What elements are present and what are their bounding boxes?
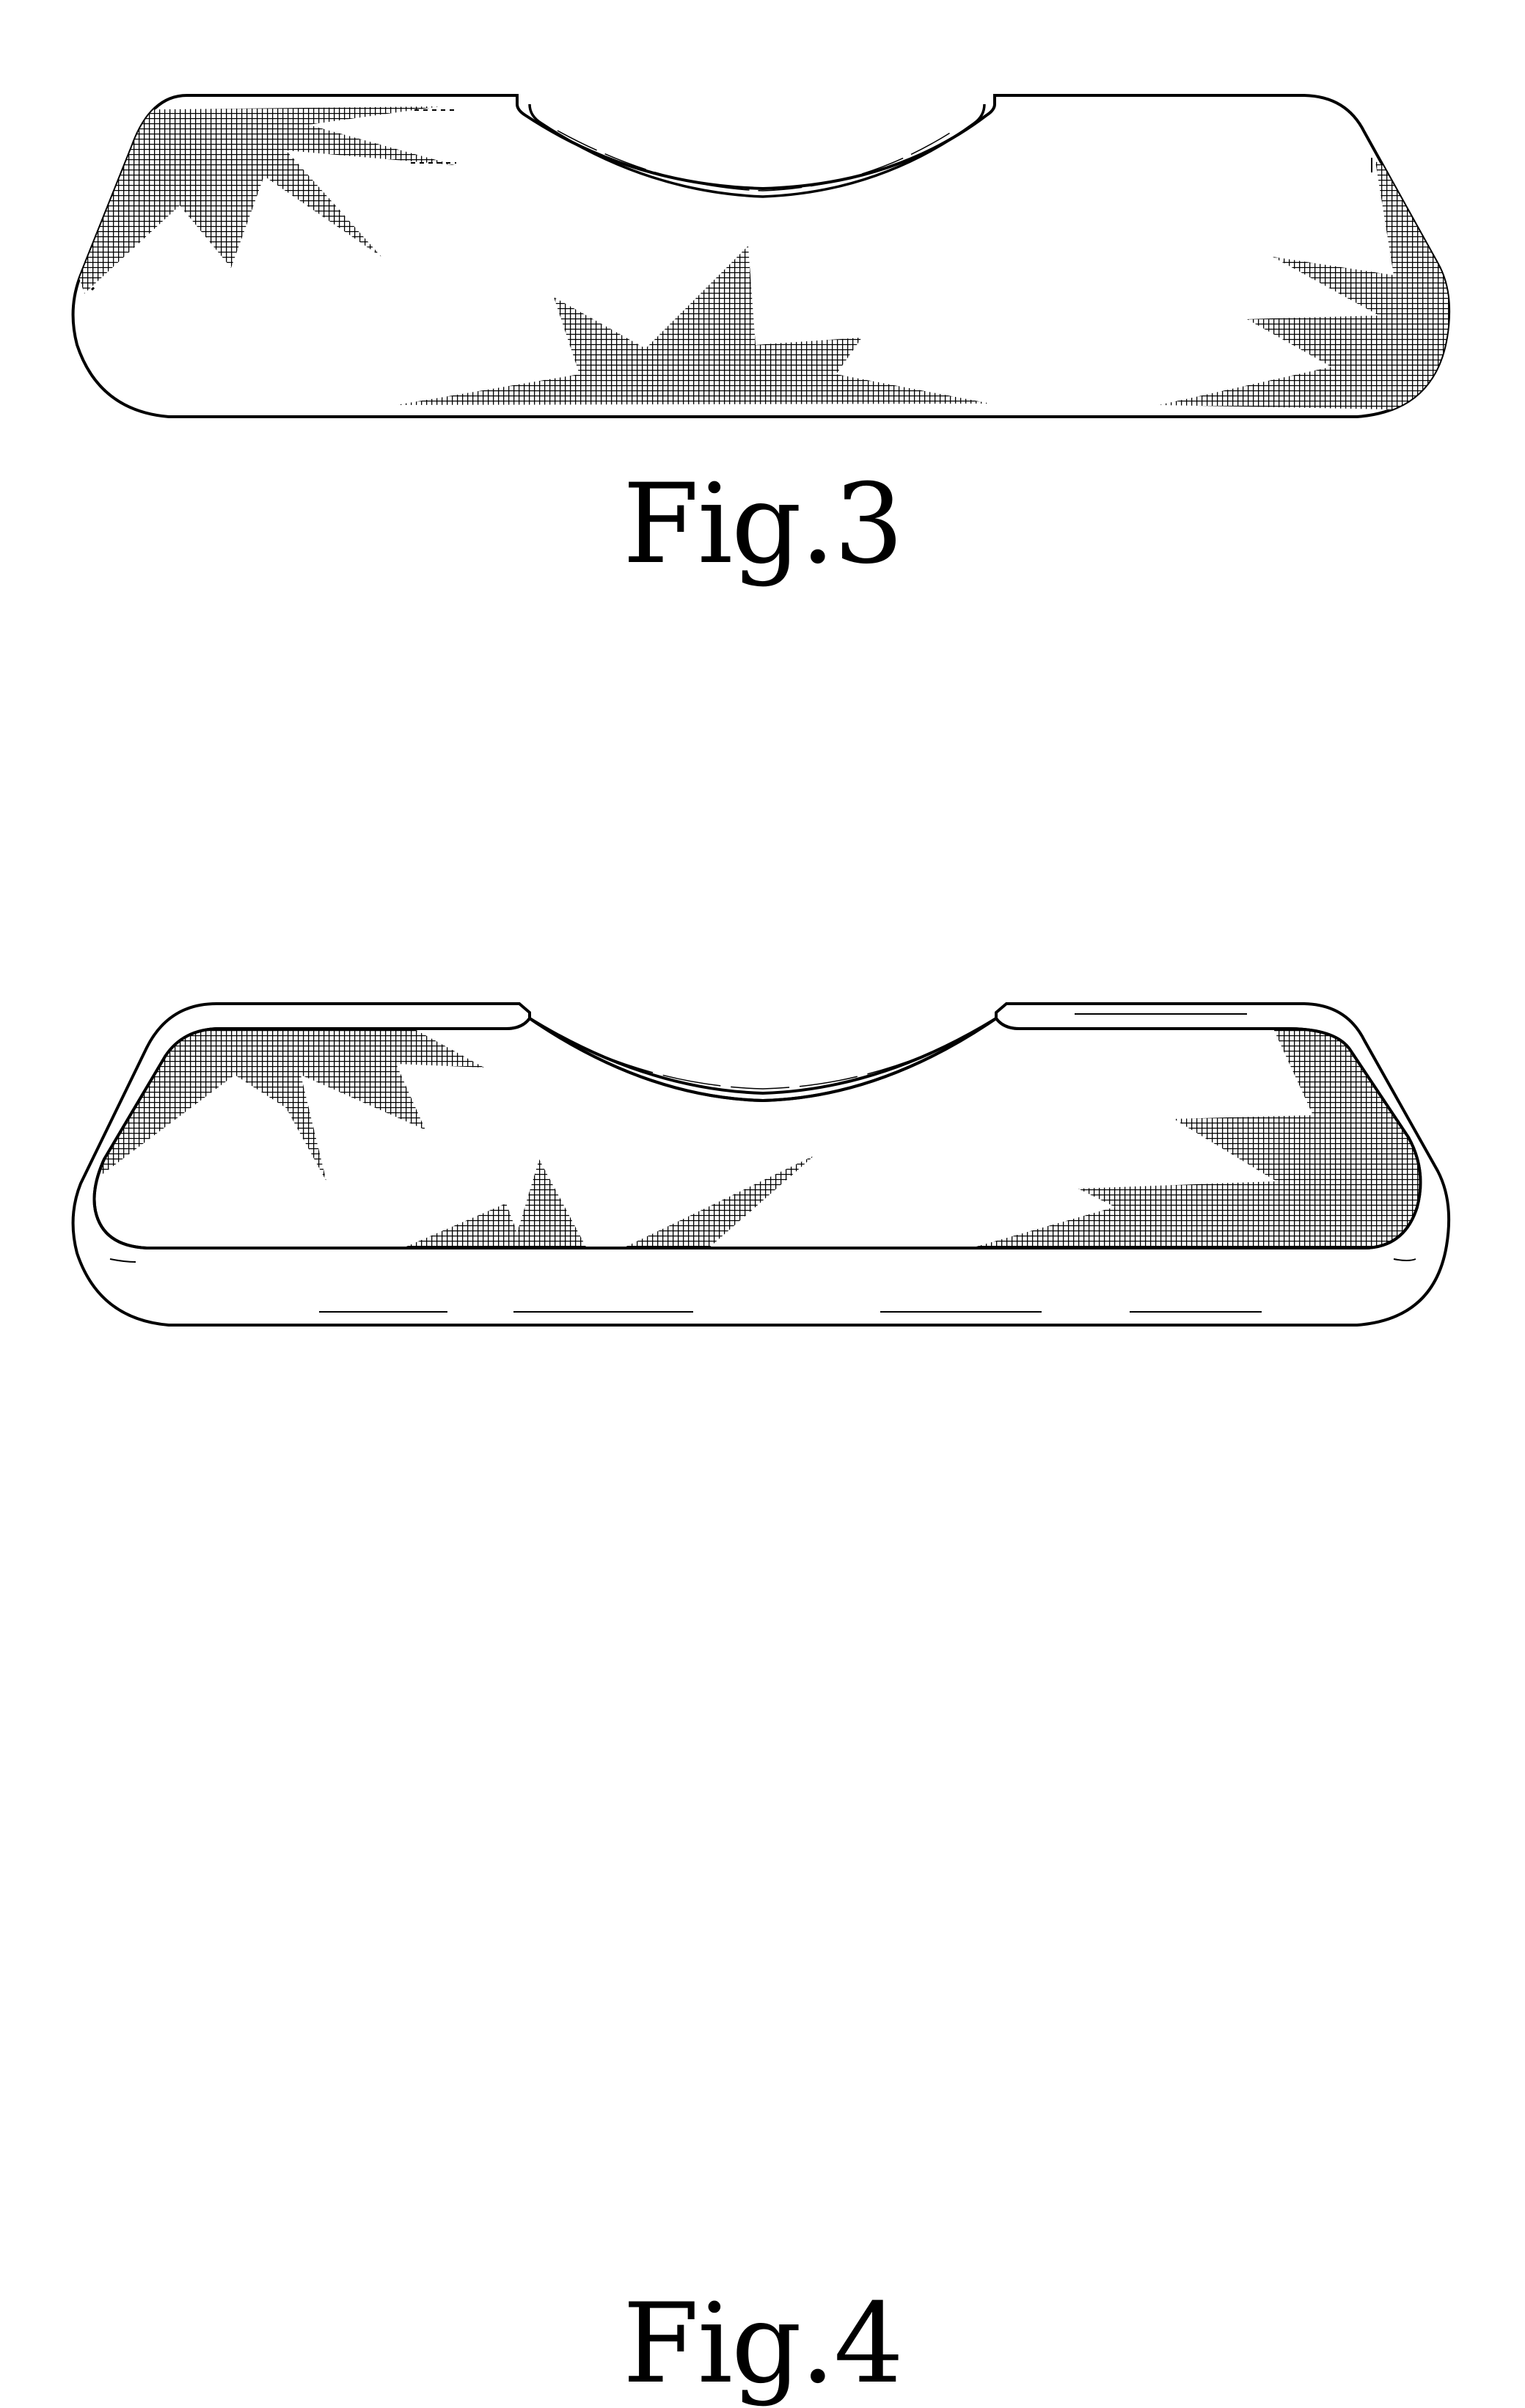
drawing-sheet: Fig.3: [0, 0, 1525, 1528]
figure-3-drawing: [0, 0, 1525, 455]
figure-3-caption: Fig.3: [0, 470, 1525, 580]
figure-4-drawing: [0, 917, 1525, 1357]
figure-3: Fig.3: [0, 0, 1525, 734]
figure-4-caption: Fig.4: [0, 2289, 1525, 2399]
figure-4: Fig.4: [0, 917, 1525, 1528]
